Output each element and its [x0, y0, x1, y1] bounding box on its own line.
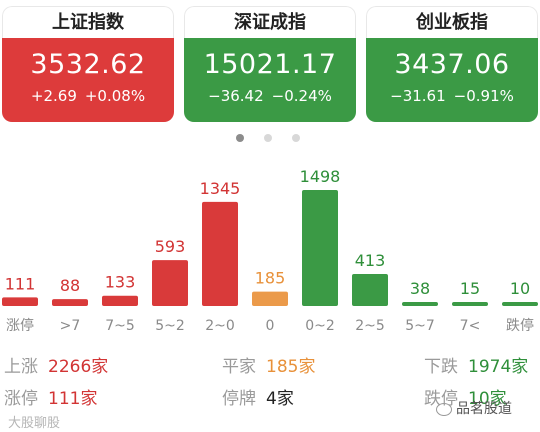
index-card-shanghai[interactable]: 上证指数 3532.62 +2.69 +0.08% [2, 6, 174, 122]
category-label: 7< [460, 318, 481, 334]
index-name: 创业板指 [366, 6, 538, 38]
index-card-chinext[interactable]: 创业板指 3437.06 −31.61 −0.91% [366, 6, 538, 122]
category-label: 2~5 [355, 318, 385, 334]
bar-2 [102, 295, 138, 306]
bar-value-label: 413 [355, 251, 386, 270]
wechat-icon [436, 402, 452, 416]
bar-value-label: 38 [410, 279, 430, 298]
bar-10 [502, 302, 538, 306]
bar-7 [352, 274, 388, 306]
bar-6 [302, 190, 338, 306]
watermark-right: 品茗股道 [436, 398, 512, 418]
up-label: 上涨 [4, 357, 38, 377]
bar-value-label: 1498 [300, 167, 341, 186]
bar-value-label: 1345 [200, 179, 241, 198]
category-label: 涨停 [6, 317, 34, 334]
bar-value-label: 10 [510, 279, 530, 298]
page-dot[interactable] [236, 134, 244, 142]
down-label: 下跌 [424, 357, 458, 377]
index-value: 15021.17 [203, 49, 337, 80]
index-change: −36.42 [208, 87, 264, 105]
index-pct: +0.08% [84, 87, 146, 105]
distribution-chart: 111 涨停 88 >7 133 7~5 593 5~2 1345 2~0 185 0 1498 0~2 4… [0, 150, 540, 340]
bar-1 [52, 299, 88, 306]
index-name: 深证成指 [184, 6, 356, 38]
index-cards: 上证指数 3532.62 +2.69 +0.08% 深证成指 15021.17 −… [0, 0, 540, 122]
bar-9 [452, 302, 488, 306]
index-name: 上证指数 [2, 6, 174, 38]
page-dot[interactable] [264, 134, 272, 142]
category-label: 5~7 [405, 318, 435, 334]
category-label: 5~2 [155, 318, 185, 334]
market-stats: 上涨 2266家 平家 185家 下跌 1974家 涨停 111家 停牌 4家 跌停 10家 [0, 348, 540, 428]
index-change: −31.61 [390, 87, 446, 105]
limit-up-value: 111家 [48, 389, 98, 409]
bar-8 [402, 302, 438, 306]
category-label: 0~2 [305, 318, 335, 334]
page-dot[interactable] [292, 134, 300, 142]
down-value: 1974家 [468, 357, 529, 377]
limit-down-value: 10家 [468, 389, 507, 409]
index-pct: −0.91% [453, 87, 514, 105]
bar-4 [202, 201, 238, 306]
bar-value-label: 185 [255, 269, 286, 288]
bar-5 [252, 291, 288, 306]
limit-up-label: 涨停 [4, 389, 38, 409]
up-value: 2266家 [48, 357, 109, 377]
bar-value-label: 111 [5, 274, 36, 293]
watermark-left: 大股聊股 [8, 416, 61, 431]
category-label: 2~0 [205, 318, 235, 334]
index-change: +2.69 [30, 87, 77, 105]
flat-label: 平家 [222, 357, 256, 377]
flat-value: 185家 [266, 357, 316, 377]
page-indicator[interactable] [236, 134, 308, 144]
category-label: >7 [60, 318, 81, 334]
index-pct: −0.24% [271, 87, 332, 105]
index-value: 3437.06 [394, 49, 510, 80]
bar-3 [152, 260, 188, 306]
halt-value: 4家 [266, 389, 294, 409]
bar-value-label: 88 [60, 276, 80, 295]
index-card-shenzhen[interactable]: 深证成指 15021.17 −36.42 −0.24% [184, 6, 356, 122]
category-label: 跌停 [506, 317, 534, 334]
bar-value-label: 15 [460, 279, 480, 298]
index-value: 3532.62 [30, 49, 146, 80]
bar-value-label: 133 [105, 273, 136, 292]
category-label: 0 [266, 318, 275, 334]
bar-0 [2, 297, 38, 306]
category-label: 7~5 [105, 318, 135, 334]
halt-label: 停牌 [222, 389, 256, 409]
bar-value-label: 593 [155, 237, 186, 256]
